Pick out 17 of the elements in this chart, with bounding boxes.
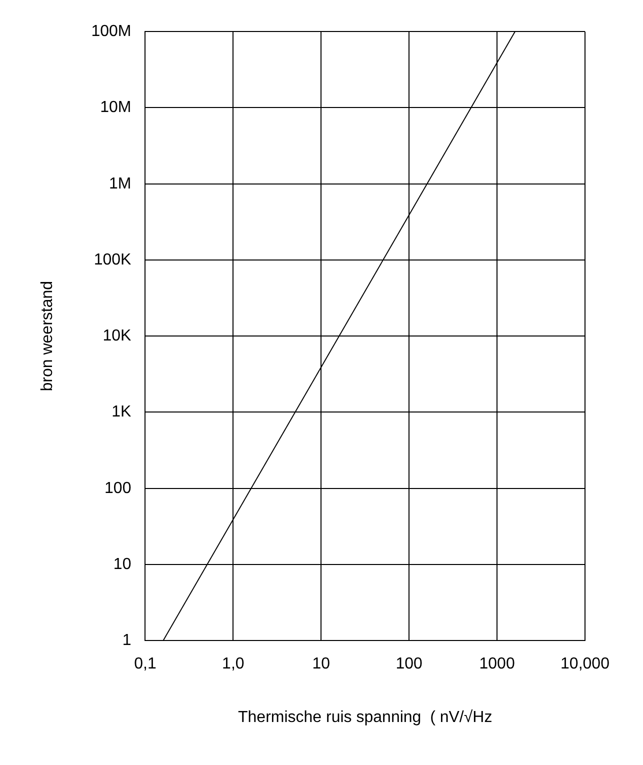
x-tick-label: 1000 (479, 656, 515, 673)
x-axis-title: Thermische ruis spanning ( nV/√Hz (238, 708, 492, 726)
x-tick-label: 10 (312, 656, 330, 673)
x-tick-label: 10,000 (560, 656, 610, 673)
y-tick-label: 100M (91, 23, 132, 40)
y-tick-label: 100 (104, 480, 132, 497)
y-tick-label: 1K (112, 404, 132, 421)
y-tick-label: 10M (100, 99, 132, 116)
y-tick-label: 10K (102, 328, 132, 345)
x-tick-label: 100 (396, 656, 423, 673)
x-tick-label: 1,0 (222, 656, 244, 673)
y-tick-label: 100K (94, 251, 132, 268)
y-tick-label: 10 (113, 556, 132, 573)
x-tick-label: 0,1 (134, 656, 156, 673)
y-tick-label: 1M (108, 175, 132, 192)
y-axis-title: bron weerstand (39, 280, 56, 392)
y-tick-label: 1 (122, 632, 132, 650)
